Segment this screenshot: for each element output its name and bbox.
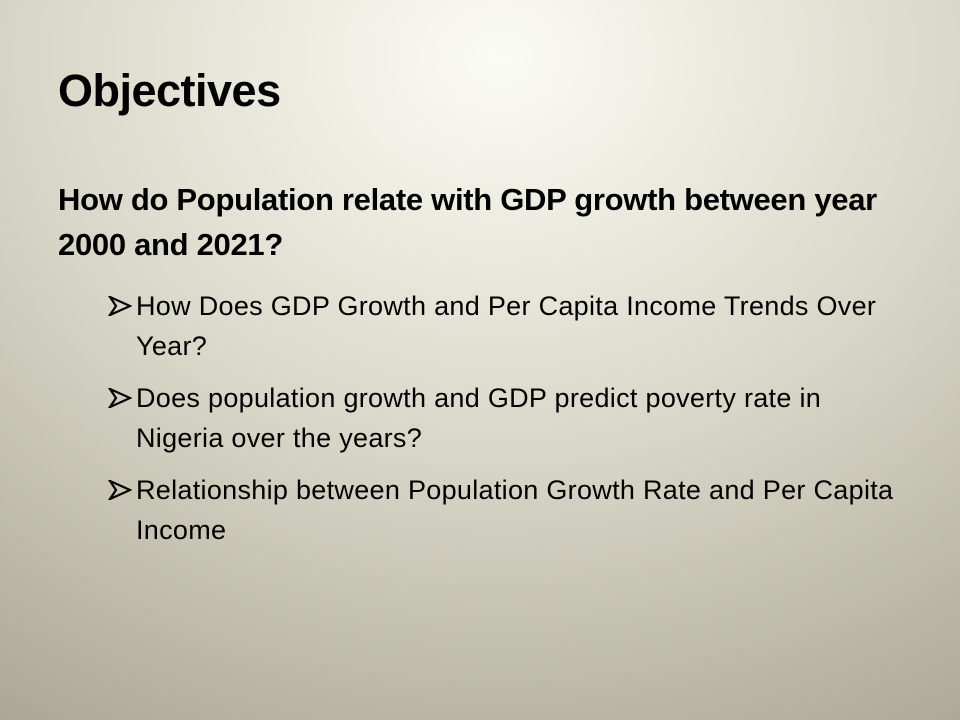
bullet-list: How Does GDP Growth and Per Capita Incom…	[108, 286, 908, 562]
bullet-item: How Does GDP Growth and Per Capita Incom…	[108, 286, 908, 366]
bullet-item: Relationship between Population Growth R…	[108, 470, 908, 550]
main-question: How do Population relate with GDP growth…	[58, 182, 877, 262]
slide-title: Objectives	[58, 65, 281, 116]
arrowhead-bullet-icon	[108, 388, 132, 408]
bullet-text: Relationship between Population Growth R…	[136, 475, 894, 545]
bullet-text: How Does GDP Growth and Per Capita Incom…	[136, 291, 877, 361]
bullet-item: Does population growth and GDP predict p…	[108, 378, 908, 458]
arrowhead-bullet-icon	[108, 480, 132, 500]
bullet-text: Does population growth and GDP predict p…	[136, 383, 822, 453]
arrowhead-bullet-icon	[108, 296, 132, 316]
